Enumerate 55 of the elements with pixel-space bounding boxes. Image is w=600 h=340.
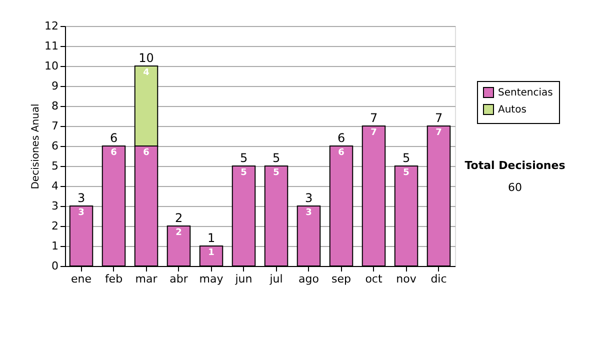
data-label: 6: [110, 148, 117, 158]
total-label: 5: [272, 151, 280, 165]
text: Total Decisiones: [464, 159, 566, 172]
y-tick-label: 11: [44, 40, 58, 52]
total-label: 2: [174, 211, 183, 225]
x-tick-label: may: [199, 272, 224, 286]
x-tick-label: sep: [332, 272, 352, 286]
data-label: 2: [176, 228, 182, 238]
x-tick-label: jun: [234, 272, 252, 286]
total-label: 7: [370, 111, 378, 125]
data-label: 5: [240, 168, 247, 178]
x-tick-label: abr: [170, 272, 188, 286]
x-tick-label: feb: [104, 272, 123, 286]
y-tick-label: 9: [52, 80, 58, 92]
data-label: 5: [273, 168, 280, 178]
data-label: 7: [436, 128, 442, 138]
total-label: 1: [207, 231, 216, 245]
text: 60: [508, 181, 522, 194]
data-label: 6: [338, 148, 344, 158]
total-label: 7: [434, 111, 443, 125]
y-tick-label: 1: [52, 240, 58, 252]
total-label: 3: [77, 191, 86, 205]
x-tick-label: oct: [365, 272, 383, 286]
data-label: 4: [143, 68, 150, 78]
y-tick-label: 0: [52, 260, 58, 272]
x-tick-label: jul: [268, 272, 283, 286]
legend-label: Autos: [498, 104, 526, 116]
y-axis-title: Decisiones Anual: [30, 104, 42, 190]
y-tick-label: 2: [52, 220, 58, 232]
x-tick-label: dic: [430, 272, 447, 286]
y-tick-label: 3: [52, 200, 58, 212]
total-label: 5: [402, 151, 410, 165]
y-tick-label: 5: [52, 160, 58, 172]
total-label: 6: [110, 131, 118, 145]
y-tick-label: 10: [44, 60, 58, 72]
legend-label: Sentencias: [498, 88, 553, 98]
y-tick-label: 8: [52, 100, 58, 112]
x-tick-label: ene: [70, 272, 92, 286]
y-tick-label: 4: [52, 180, 58, 192]
data-label: 5: [403, 168, 410, 178]
data-label: 3: [78, 208, 84, 218]
x-tick-label: nov: [396, 272, 417, 286]
data-label: 6: [143, 148, 150, 158]
x-tick-label: mar: [135, 272, 158, 286]
total-label: 5: [240, 151, 248, 165]
y-tick-label: 7: [52, 120, 58, 132]
data-label: 3: [306, 208, 312, 218]
total-label: 3: [304, 191, 313, 205]
total-label: 10: [138, 51, 154, 65]
x-tick-label: ago: [298, 272, 320, 286]
data-label: 1: [208, 248, 214, 258]
y-tick-label: 12: [44, 20, 58, 32]
total-label: 6: [337, 131, 346, 145]
y-tick-label: 6: [52, 140, 58, 152]
data-label: 7: [370, 128, 377, 138]
